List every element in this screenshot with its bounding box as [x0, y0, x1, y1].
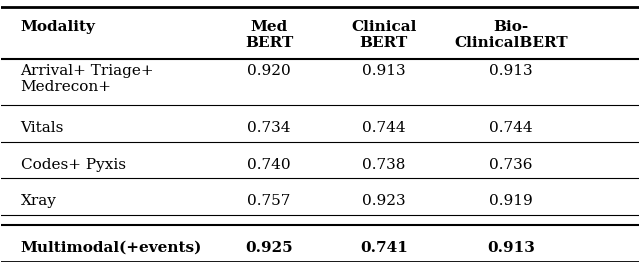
Text: Vitals: Vitals: [20, 121, 64, 135]
Text: 0.923: 0.923: [362, 194, 406, 208]
Text: Xray: Xray: [20, 194, 56, 208]
Text: 0.925: 0.925: [245, 241, 293, 255]
Text: 0.741: 0.741: [360, 241, 408, 255]
Text: 0.913: 0.913: [362, 64, 406, 78]
Text: Med
BERT: Med BERT: [245, 20, 293, 50]
Text: 0.913: 0.913: [490, 64, 533, 78]
Text: Bio-
ClinicalBERT: Bio- ClinicalBERT: [454, 20, 568, 50]
Text: Clinical
BERT: Clinical BERT: [351, 20, 417, 50]
Text: 0.913: 0.913: [487, 241, 535, 255]
Text: 0.740: 0.740: [247, 158, 291, 171]
Text: 0.734: 0.734: [247, 121, 291, 135]
Text: 0.757: 0.757: [247, 194, 291, 208]
Text: Codes+ Pyxis: Codes+ Pyxis: [20, 158, 125, 171]
Text: 0.736: 0.736: [490, 158, 533, 171]
Text: 0.738: 0.738: [362, 158, 405, 171]
Text: Modality: Modality: [20, 20, 95, 34]
Text: 0.920: 0.920: [247, 64, 291, 78]
Text: 0.744: 0.744: [362, 121, 406, 135]
Text: Arrival+ Triage+
Medrecon+: Arrival+ Triage+ Medrecon+: [20, 64, 154, 94]
Text: 0.744: 0.744: [490, 121, 533, 135]
Text: 0.919: 0.919: [490, 194, 533, 208]
Text: Multimodal(+events): Multimodal(+events): [20, 241, 202, 255]
